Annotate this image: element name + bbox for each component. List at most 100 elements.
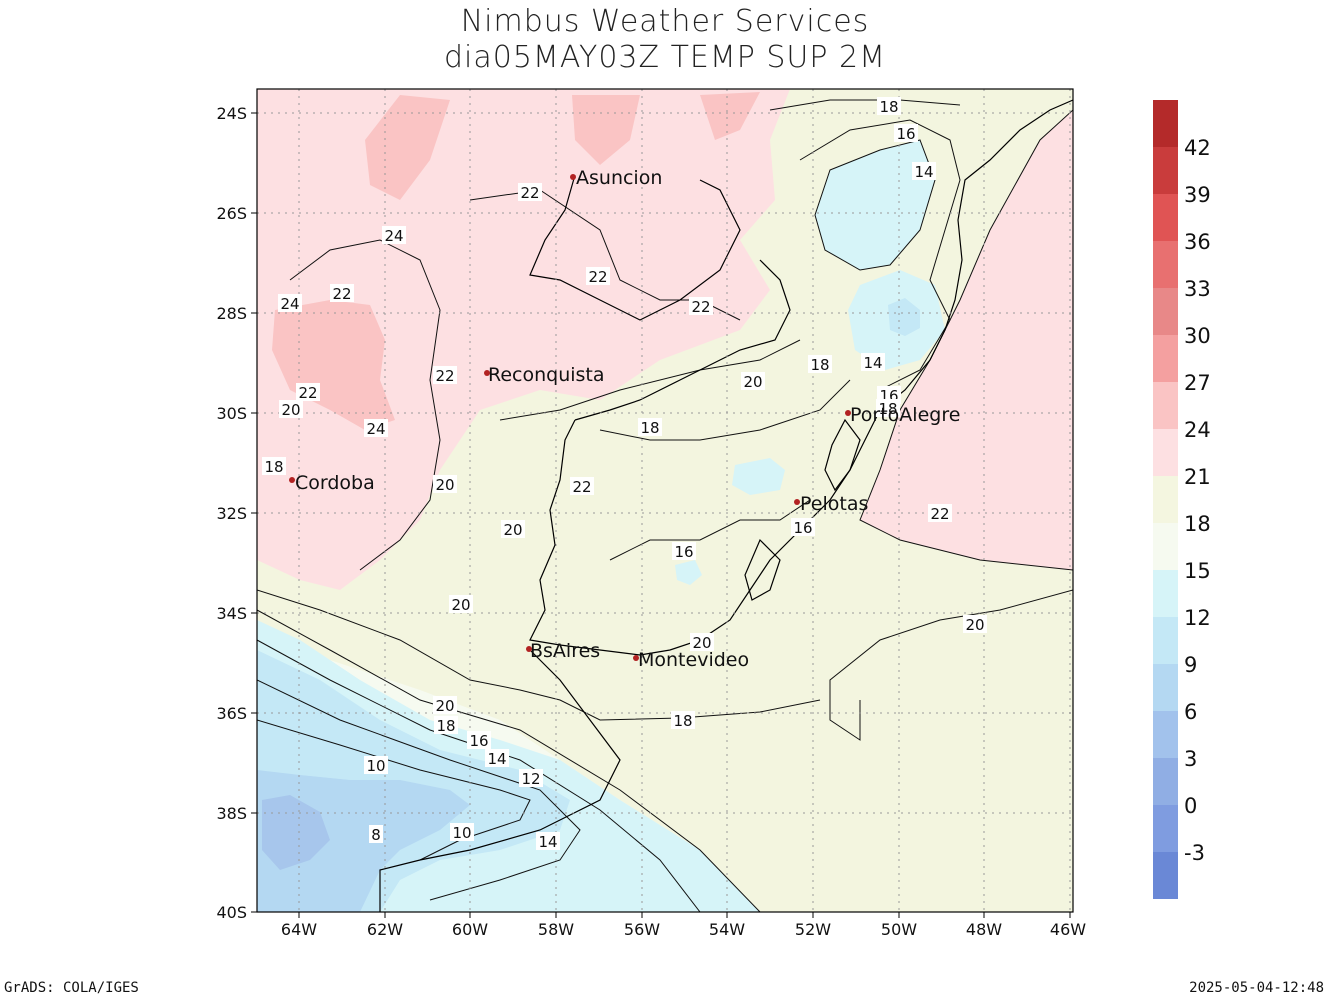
colorbar-segment	[1153, 523, 1178, 570]
colorbar-segment	[1153, 100, 1178, 147]
contour-label-box	[672, 542, 696, 560]
contour-label-box	[433, 475, 457, 493]
colorbar-label: 42	[1184, 136, 1211, 160]
shade-12-15-c	[732, 458, 785, 495]
patos-lagoon	[824, 418, 861, 492]
contour-14-south	[257, 679, 581, 901]
contour-label: 16	[469, 732, 488, 750]
contour-label: 20	[451, 596, 470, 614]
contour-label-box	[330, 284, 354, 302]
contour-label-box	[928, 504, 952, 522]
contour-label: 12	[521, 770, 540, 788]
map-subtitle: dia05MAY03Z TEMP SUP 2M	[444, 40, 886, 75]
contour-label: 10	[452, 824, 471, 842]
colorbar-segment	[1153, 570, 1178, 617]
shade-24-27-a	[365, 95, 450, 200]
footer-timestamp: 2025-05-04-12:48	[1189, 980, 1324, 996]
colorbar-segment	[1153, 805, 1178, 852]
contour-label: 22	[691, 298, 710, 316]
lat-label: 28S	[216, 304, 247, 323]
colorbar-label: 0	[1184, 794, 1197, 818]
contour-label-box	[382, 226, 406, 244]
contour-label-box	[364, 756, 388, 774]
colorbar-label: 24	[1184, 418, 1211, 442]
colorbar-label: -3	[1184, 841, 1205, 865]
contour-20-north	[499, 339, 801, 421]
uruguay-border	[574, 259, 791, 421]
contour-label-box	[808, 355, 832, 373]
city-label-bsaires: BsAires	[530, 640, 600, 662]
contour-label: 22	[930, 505, 949, 523]
mirim-lagoon	[744, 538, 781, 601]
colorbar-segment	[1153, 147, 1178, 194]
contour-label-box	[877, 97, 901, 115]
map-title: Nimbus Weather Services	[460, 4, 870, 39]
contour-label-box	[519, 769, 543, 787]
colorbar-segment	[1153, 711, 1178, 758]
lat-label: 26S	[216, 204, 247, 223]
lon-label: 62W	[367, 920, 403, 939]
contour-label: 22	[588, 268, 607, 286]
city-dot	[845, 410, 851, 416]
lon-labels: 64W 62W 60W 58W 56W 54W 52W 50W 48W 46W	[281, 920, 1086, 939]
contour-label-box	[279, 400, 303, 418]
contour-label: 22	[332, 285, 351, 303]
colorbar-segment	[1153, 476, 1178, 523]
colorbar-label: 36	[1184, 230, 1211, 254]
map-frame	[256, 88, 1074, 913]
contour-label: 20	[965, 616, 984, 634]
lon-label: 60W	[452, 920, 488, 939]
contour-label-box	[791, 518, 815, 536]
colorbar-label: 9	[1184, 653, 1197, 677]
shade-24-27-c	[700, 92, 760, 140]
contour-16-mid	[609, 499, 811, 561]
city-label-cordoba: Cordoba	[295, 472, 375, 494]
contour-label-box	[449, 595, 473, 613]
lon-label: 46W	[1050, 920, 1086, 939]
city-label-reconquista: Reconquista	[488, 364, 605, 386]
contour-label: 24	[384, 227, 403, 245]
shade-6-9-south	[257, 770, 470, 912]
contour-label: 20	[692, 634, 711, 652]
colorbar-label: 27	[1184, 371, 1211, 395]
city-dot	[633, 655, 639, 661]
contour-label: 16	[793, 519, 812, 537]
contour-label-box	[741, 372, 765, 390]
city-dot	[794, 499, 800, 505]
contour-label: 18	[879, 98, 898, 116]
lon-label: 56W	[624, 920, 660, 939]
colorbar-segment	[1153, 194, 1178, 241]
contour-label: 20	[503, 521, 522, 539]
lat-ticks	[251, 112, 257, 913]
colorbar-segment	[1153, 335, 1178, 382]
colorbar-labels: 42 39 36 33 30 27 24 21 18 15 12 9 6 3 0…	[1184, 136, 1211, 865]
colorbar-segment	[1153, 758, 1178, 805]
city-dot	[289, 477, 295, 483]
contour-label: 24	[280, 295, 299, 313]
colorbar-segment	[1153, 852, 1178, 899]
lon-label: 54W	[709, 920, 745, 939]
contour-18-mid	[599, 379, 851, 441]
contour-label-box	[433, 366, 457, 384]
contour-label: 10	[366, 757, 385, 775]
colorbar-label: 15	[1184, 559, 1211, 583]
contour-label-box	[369, 825, 383, 843]
contour-label-box	[262, 457, 286, 475]
contour-label-box	[364, 419, 388, 437]
contour-label: 22	[520, 184, 539, 202]
contour-18-ne	[769, 99, 961, 111]
contour-label: 8	[371, 826, 381, 844]
lon-label: 48W	[966, 920, 1002, 939]
lon-label: 58W	[538, 920, 574, 939]
contour-14-ne	[814, 139, 936, 271]
lat-label: 30S	[216, 404, 247, 423]
contour-20-east	[829, 589, 1073, 741]
shade-21-24-north	[257, 89, 790, 590]
colorbar-segment	[1153, 429, 1178, 476]
contour-label: 22	[298, 384, 317, 402]
contour-label: 14	[914, 163, 933, 181]
contour-label-box	[690, 633, 714, 651]
lat-label: 36S	[216, 704, 247, 723]
lon-ticks	[298, 912, 1071, 918]
